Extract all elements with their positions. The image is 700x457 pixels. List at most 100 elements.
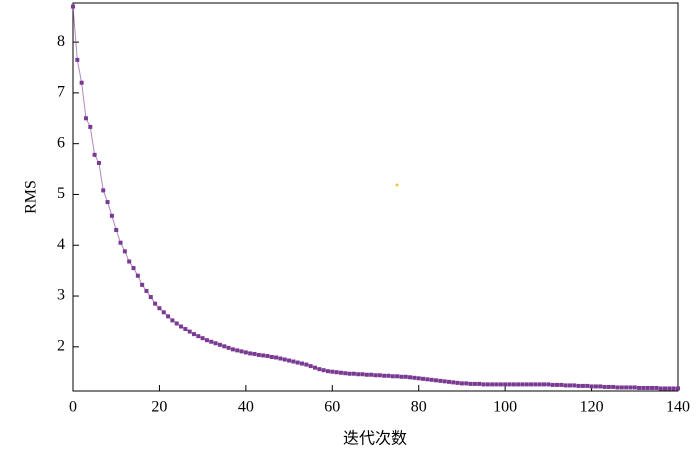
point-marker	[503, 382, 508, 387]
point-marker	[567, 383, 572, 388]
point-marker	[572, 383, 577, 388]
point-marker	[174, 321, 179, 326]
point-marker	[451, 380, 456, 385]
x-tick-label: 0	[69, 399, 77, 416]
point-marker	[179, 324, 184, 329]
point-marker	[416, 376, 421, 381]
point-marker	[222, 344, 227, 349]
point-marker	[131, 266, 136, 271]
point-marker	[464, 381, 469, 386]
point-marker	[429, 377, 434, 382]
point-marker	[386, 373, 391, 378]
point-marker	[226, 345, 231, 350]
point-marker	[459, 381, 464, 386]
point-marker	[663, 386, 668, 391]
point-marker	[109, 213, 114, 218]
point-marker	[507, 382, 512, 387]
point-marker	[135, 273, 140, 278]
point-marker	[300, 361, 305, 366]
x-tick-label: 60	[324, 399, 340, 416]
point-marker	[252, 351, 257, 356]
point-marker	[88, 124, 93, 129]
point-marker	[170, 318, 175, 323]
point-marker	[192, 332, 196, 337]
point-marker	[161, 310, 166, 315]
y-axis-label: RMS	[23, 180, 40, 214]
series-line	[72, 6, 678, 389]
point-marker	[313, 365, 317, 370]
y-tick-label: 7	[57, 84, 65, 101]
y-tick-label: 8	[57, 33, 65, 50]
point-marker	[118, 240, 123, 245]
point-marker	[140, 282, 145, 287]
point-marker	[615, 385, 620, 390]
point-marker	[468, 381, 473, 386]
x-tick-label: 140	[666, 399, 690, 416]
point-marker	[265, 353, 270, 358]
point-marker	[71, 4, 75, 9]
point-marker	[676, 386, 680, 391]
point-marker	[377, 373, 382, 378]
x-tick-label: 80	[411, 399, 427, 416]
point-marker	[356, 372, 361, 377]
point-marker	[446, 379, 451, 384]
point-marker	[555, 382, 559, 387]
point-marker	[248, 351, 253, 356]
point-marker	[650, 385, 655, 390]
point-marker	[338, 370, 343, 375]
point-marker	[576, 383, 581, 388]
point-marker	[667, 386, 672, 391]
point-marker	[269, 354, 274, 359]
point-marker	[542, 382, 547, 387]
x-tick-label: 100	[493, 399, 517, 416]
point-marker	[274, 355, 279, 360]
point-marker	[148, 295, 153, 300]
point-marker	[624, 385, 629, 390]
point-marker	[373, 373, 378, 378]
point-marker	[360, 372, 365, 377]
point-marker	[317, 367, 322, 372]
point-marker	[477, 381, 482, 386]
x-axis-label: 迭代次数	[343, 430, 407, 448]
point-marker	[364, 372, 369, 377]
point-marker	[79, 80, 84, 85]
point-marker	[520, 382, 525, 387]
point-marker	[442, 379, 447, 384]
point-marker	[75, 57, 80, 62]
point-marker	[606, 384, 611, 389]
point-marker	[105, 200, 110, 205]
point-marker	[96, 160, 101, 165]
point-marker	[127, 259, 132, 264]
point-marker	[243, 350, 248, 355]
point-marker	[641, 385, 646, 390]
point-marker	[351, 371, 356, 376]
point-marker	[282, 357, 287, 362]
point-marker	[434, 378, 438, 383]
point-marker	[369, 372, 374, 377]
point-marker	[563, 383, 568, 388]
point-marker	[524, 382, 529, 387]
point-marker	[546, 382, 551, 387]
point-marker	[217, 342, 222, 347]
point-marker	[425, 377, 430, 382]
point-marker	[334, 370, 339, 375]
point-marker	[122, 249, 127, 254]
stray-dot	[395, 183, 399, 187]
y-tick-label: 2	[57, 337, 65, 354]
point-marker	[485, 382, 490, 387]
point-marker	[187, 329, 192, 334]
point-marker	[580, 383, 585, 388]
y-tick-label: 6	[57, 134, 65, 151]
point-marker	[559, 382, 564, 387]
point-marker	[325, 369, 330, 374]
point-marker	[611, 384, 616, 389]
point-marker	[529, 382, 534, 387]
point-marker	[144, 288, 149, 293]
point-marker	[602, 384, 607, 389]
point-marker	[399, 374, 404, 379]
point-marker	[637, 385, 642, 390]
point-marker	[395, 374, 400, 379]
point-marker	[114, 228, 119, 233]
point-marker	[183, 327, 188, 332]
x-tick-label: 40	[238, 399, 254, 416]
